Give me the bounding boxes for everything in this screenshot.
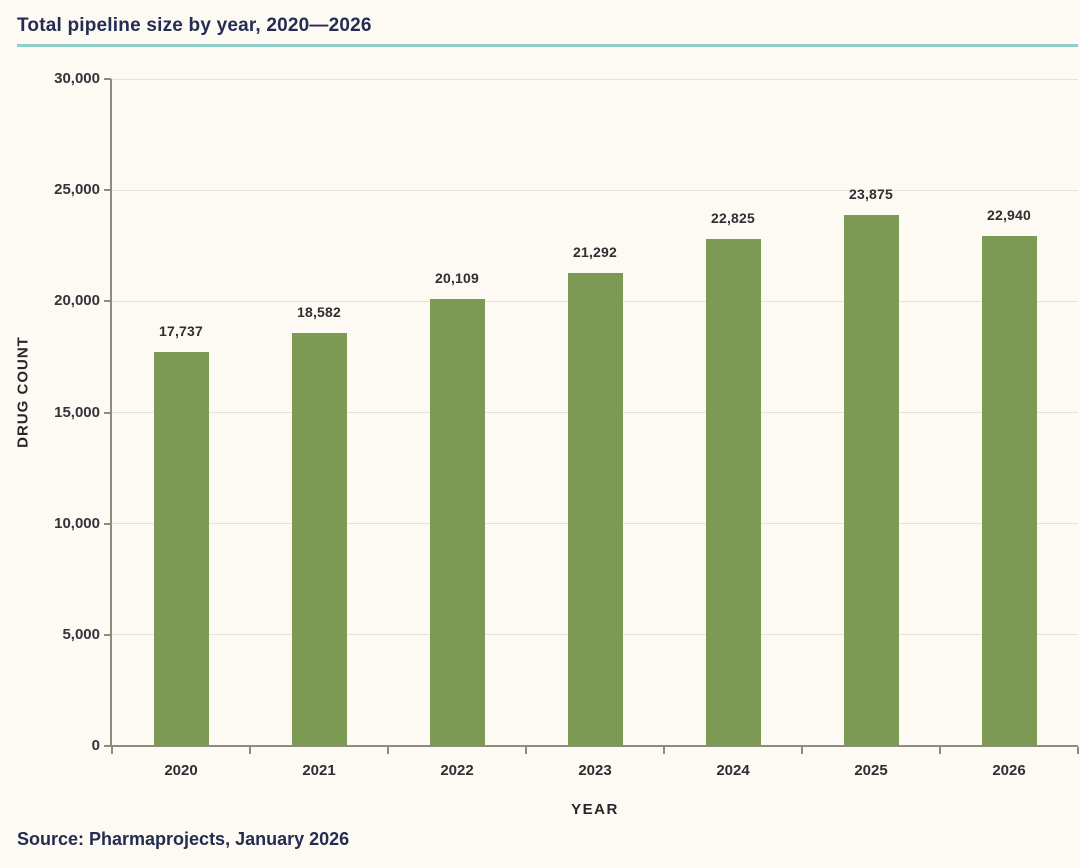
- title-underline: [17, 44, 1078, 47]
- x-axis-tick-mark: [939, 747, 941, 754]
- x-tick-label-2023: 2023: [578, 762, 612, 779]
- x-axis-tick-mark: [801, 747, 803, 754]
- y-axis-tick-mark: [104, 78, 111, 80]
- bar-2022: [429, 298, 485, 746]
- x-axis-tick-mark: [111, 747, 113, 754]
- y-tick-label: 25,000: [54, 181, 100, 199]
- y-axis-tick-mark: [104, 300, 111, 303]
- x-axis-tick-mark: [663, 747, 665, 754]
- y-tick-label: 0: [91, 737, 100, 754]
- x-tick-label-2022: 2022: [440, 762, 474, 779]
- y-tick-label: 10,000: [54, 514, 100, 532]
- y-tick-label: 30,000: [54, 70, 100, 87]
- y-axis-tick-mark: [104, 633, 111, 636]
- y-tick-label: 5,000: [62, 625, 100, 643]
- y-tick-label: 20,000: [54, 292, 100, 310]
- x-tick-label-2026: 2026: [992, 762, 1026, 779]
- bar-value-label-2026: 22,940: [986, 206, 1032, 223]
- x-axis-tick-mark: [387, 747, 389, 754]
- gridline-25000: [112, 189, 1078, 191]
- x-axis-line: [110, 745, 1078, 747]
- x-tick-label-2025: 2025: [854, 762, 888, 779]
- bar-2021: [291, 332, 347, 746]
- bar-value-label-2023: 21,292: [572, 243, 618, 260]
- y-axis-tick-mark: [104, 522, 111, 525]
- bar-value-label-2024: 22,825: [710, 209, 756, 226]
- x-axis-tick-mark: [249, 747, 251, 754]
- x-axis-title: YEAR: [571, 801, 619, 818]
- y-axis-tick-mark: [104, 745, 111, 747]
- x-tick-label-2020: 2020: [164, 762, 198, 779]
- bar-2023: [567, 272, 623, 746]
- bar-value-label-2020: 17,737: [158, 322, 204, 339]
- y-tick-label: 15,000: [54, 403, 100, 421]
- bar-value-label-2025: 23,875: [848, 186, 894, 203]
- y-axis-tick-mark: [104, 411, 111, 414]
- bar-2024: [705, 238, 761, 746]
- bar-value-label-2022: 20,109: [434, 269, 480, 286]
- bar-2025: [843, 215, 899, 746]
- bar-value-label-2021: 18,582: [296, 303, 342, 320]
- bar-2020: [153, 351, 209, 746]
- x-axis-tick-mark: [525, 747, 527, 754]
- y-axis-line: [110, 79, 112, 746]
- chart-title: Total pipeline size by year, 2020—2026: [17, 15, 372, 36]
- y-axis-title: DRUG COUNT: [14, 336, 32, 448]
- x-tick-label-2021: 2021: [302, 762, 336, 779]
- gridline-30000: [112, 78, 1078, 80]
- y-axis-tick-mark: [104, 189, 111, 192]
- bar-2026: [981, 235, 1037, 746]
- x-tick-label-2024: 2024: [716, 762, 750, 779]
- x-axis-tick-mark: [1077, 747, 1079, 754]
- source-note: Source: Pharmaprojects, January 2026: [17, 829, 350, 849]
